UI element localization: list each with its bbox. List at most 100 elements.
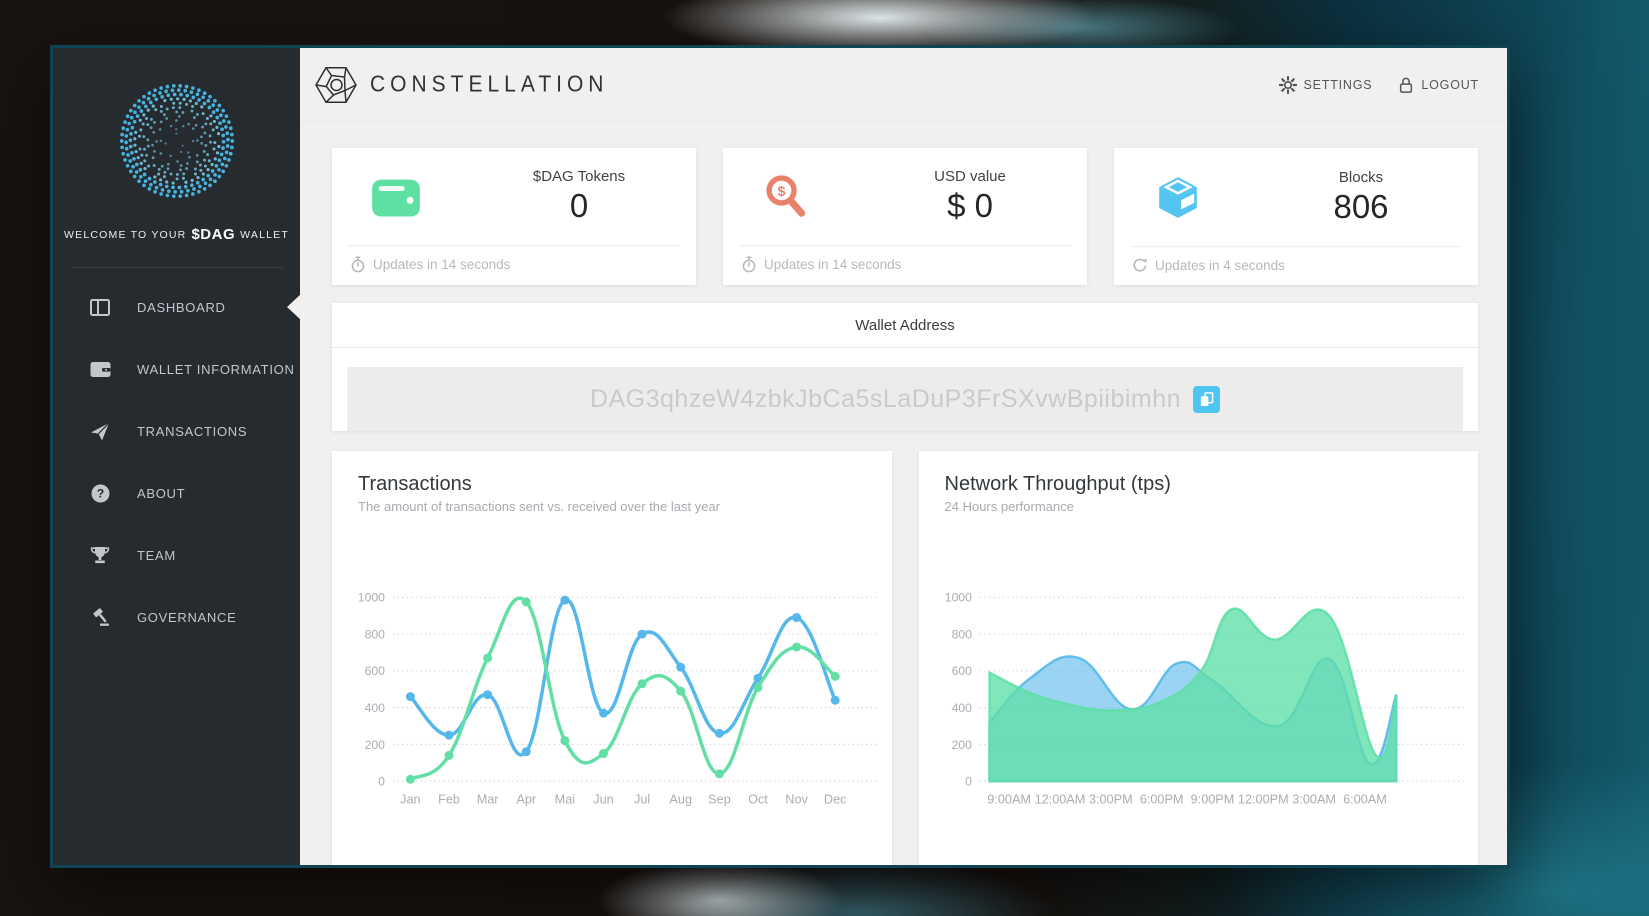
svg-text:12:00PM: 12:00PM bbox=[1237, 793, 1288, 807]
stat-label: USD value bbox=[934, 168, 1006, 185]
sidebar-divider bbox=[70, 267, 283, 268]
svg-text:400: 400 bbox=[365, 701, 386, 715]
sidebar-item-transactions[interactable]: TRANSACTIONS bbox=[53, 400, 300, 462]
charts-row: Transactions The amount of transactions … bbox=[332, 451, 1478, 865]
settings-label: SETTINGS bbox=[1303, 77, 1373, 92]
welcome-prefix: WELCOME TO YOUR bbox=[64, 228, 187, 241]
wallet-address-value: DAG3qhzeW4zbkJbCa5sLaDuP3FrSXvwBpiibimhn bbox=[589, 384, 1182, 413]
gavel-icon bbox=[89, 607, 111, 627]
transactions-chart-subtitle: The amount of transactions sent vs. rece… bbox=[358, 499, 721, 514]
svg-text:Mai: Mai bbox=[555, 793, 575, 807]
main-area: CONSTELLATION SETTINGS LOGOUT bbox=[300, 48, 1507, 865]
welcome-suffix: WALLET bbox=[240, 228, 289, 241]
svg-text:600: 600 bbox=[951, 664, 972, 678]
sidebar-item-label: WALLET INFORMATION bbox=[137, 361, 295, 377]
svg-text:600: 600 bbox=[365, 664, 386, 678]
svg-text:6:00PM: 6:00PM bbox=[1139, 793, 1183, 807]
svg-text:Oct: Oct bbox=[748, 793, 768, 807]
wallet-icon bbox=[372, 179, 420, 216]
constellation-hexagon-logo bbox=[315, 66, 357, 103]
svg-text:200: 200 bbox=[951, 738, 972, 752]
svg-text:0: 0 bbox=[378, 775, 385, 789]
svg-text:800: 800 bbox=[365, 627, 386, 641]
brand-wordmark: CONSTELLATION bbox=[370, 71, 609, 97]
dag-tokens-card: $DAG Tokens 0 Updates in 14 seconds bbox=[332, 148, 696, 285]
throughput-chart-card: Network Throughput (tps) 24 Hours perfor… bbox=[918, 451, 1478, 865]
dashboard-icon bbox=[89, 297, 111, 317]
update-text: Updates in 14 seconds bbox=[764, 257, 902, 272]
update-status: Updates in 4 seconds bbox=[1130, 246, 1462, 285]
brand: CONSTELLATION bbox=[314, 62, 608, 108]
svg-text:Jun: Jun bbox=[593, 793, 613, 807]
svg-text:12:00AM: 12:00AM bbox=[1034, 793, 1085, 807]
stat-label: Blocks bbox=[1338, 168, 1384, 186]
stat-value: 806 bbox=[1333, 187, 1389, 225]
wallet-address-title: Wallet Address bbox=[855, 317, 955, 334]
stopwatch-icon bbox=[351, 256, 365, 273]
settings-button[interactable]: SETTINGS bbox=[1278, 75, 1373, 94]
svg-text:Mar: Mar bbox=[477, 793, 500, 807]
svg-text:Sep: Sep bbox=[708, 793, 731, 807]
throughput-area-chart: 0 200 400 600 800 1000 9:00AM 12:00AM 3:00PM 6:00… bbox=[944, 591, 1467, 807]
sidebar-item-label: ABOUT bbox=[137, 485, 186, 501]
svg-text:Feb: Feb bbox=[438, 793, 460, 807]
top-actions: SETTINGS LOGOUT bbox=[1278, 75, 1480, 94]
transactions-chart-card: Transactions The amount of transactions … bbox=[332, 451, 892, 865]
dag-sphere-logo bbox=[119, 83, 234, 199]
svg-text:9:00AM: 9:00AM bbox=[987, 793, 1031, 807]
sidebar-item-about[interactable]: ? ABOUT bbox=[53, 462, 300, 524]
svg-text:Jul: Jul bbox=[634, 793, 650, 807]
stat-label: $DAG Tokens bbox=[532, 168, 626, 185]
throughput-chart-title: Network Throughput (tps) bbox=[944, 473, 1171, 495]
svg-text:0: 0 bbox=[965, 775, 972, 789]
sidebar: WELCOME TO YOUR $DAG WALLET DASHBOARD WA… bbox=[53, 48, 300, 865]
svg-text:Aug: Aug bbox=[669, 793, 692, 807]
sidebar-item-wallet-information[interactable]: WALLET INFORMATION bbox=[53, 338, 300, 400]
sidebar-item-team[interactable]: TEAM bbox=[53, 524, 300, 586]
svg-text:200: 200 bbox=[365, 738, 386, 752]
svg-text:400: 400 bbox=[951, 701, 972, 715]
sidebar-item-governance[interactable]: GOVERNANCE bbox=[53, 586, 300, 648]
wallet-address-box: DAG3qhzeW4zbkJbCa5sLaDuP3FrSXvwBpiibimhn bbox=[347, 367, 1463, 431]
dollar-magnifier-icon: $ bbox=[766, 174, 806, 217]
sidebar-item-label: TEAM bbox=[137, 547, 176, 563]
app-window: WELCOME TO YOUR $DAG WALLET DASHBOARD WA… bbox=[50, 45, 1510, 868]
svg-text:9:00PM: 9:00PM bbox=[1190, 793, 1234, 807]
stat-value: $ 0 bbox=[947, 187, 993, 224]
svg-text:Nov: Nov bbox=[785, 793, 808, 807]
svg-text:1000: 1000 bbox=[944, 591, 971, 605]
update-status: Updates in 14 seconds bbox=[348, 245, 680, 285]
throughput-chart-subtitle: 24 Hours performance bbox=[944, 499, 1074, 514]
top-bar: CONSTELLATION SETTINGS LOGOUT bbox=[300, 48, 1507, 122]
copy-address-button[interactable] bbox=[1193, 385, 1221, 413]
svg-text:1000: 1000 bbox=[358, 591, 385, 605]
update-status: Updates in 14 seconds bbox=[739, 245, 1071, 285]
copy-icon bbox=[1200, 392, 1214, 407]
svg-text:3:00PM: 3:00PM bbox=[1088, 793, 1132, 807]
update-text: Updates in 14 seconds bbox=[373, 257, 511, 272]
sidebar-item-label: TRANSACTIONS bbox=[137, 423, 248, 439]
sidebar-item-label: DASHBOARD bbox=[137, 299, 226, 315]
welcome-text: WELCOME TO YOUR $DAG WALLET bbox=[64, 226, 289, 243]
sidebar-nav: DASHBOARD WALLET INFORMATION TRANSACTION… bbox=[53, 276, 300, 648]
svg-text:$: $ bbox=[778, 182, 786, 198]
question-icon: ? bbox=[89, 483, 111, 503]
transactions-chart-title: Transactions bbox=[358, 473, 472, 495]
wallet-icon bbox=[89, 359, 111, 379]
stat-cards-row: $DAG Tokens 0 Updates in 14 seconds bbox=[332, 148, 1478, 285]
logout-button[interactable]: LOGOUT bbox=[1398, 76, 1479, 94]
stat-value: 0 bbox=[569, 187, 589, 224]
svg-text:Apr: Apr bbox=[516, 793, 537, 807]
svg-text:6:00AM: 6:00AM bbox=[1343, 793, 1387, 807]
welcome-dag: $DAG bbox=[191, 226, 236, 243]
divider bbox=[332, 347, 1478, 348]
svg-text:Jan: Jan bbox=[400, 793, 420, 807]
blocks-card: Blocks 806 Updates in 4 seconds bbox=[1114, 148, 1478, 285]
send-icon bbox=[89, 421, 111, 441]
usd-value-card: $ USD value $ 0 Updates in 1 bbox=[723, 148, 1087, 285]
svg-text:?: ? bbox=[96, 486, 103, 500]
trophy-icon bbox=[89, 545, 111, 565]
svg-text:3:00AM: 3:00AM bbox=[1292, 793, 1336, 807]
dashboard-content: $DAG Tokens 0 Updates in 14 seconds bbox=[300, 122, 1507, 865]
sidebar-item-dashboard[interactable]: DASHBOARD bbox=[53, 276, 300, 338]
